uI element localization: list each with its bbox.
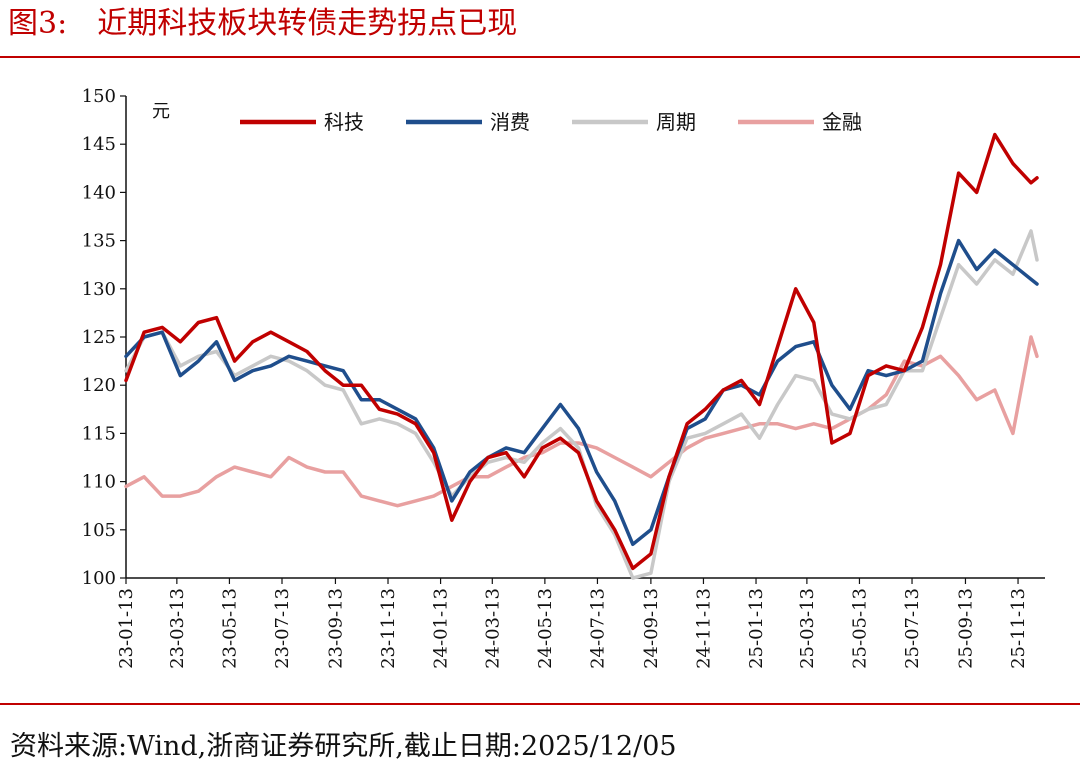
- y-tick-label: 100: [82, 568, 116, 589]
- source-rule: [0, 703, 1080, 705]
- x-tick-label: 25-07-13: [902, 588, 923, 669]
- legend-label: 周期: [656, 110, 696, 134]
- y-axis-unit-label: 元: [152, 101, 170, 122]
- y-tick-label: 110: [82, 472, 116, 493]
- figure-title: 图3: 近期科技板块转债走势拐点已现: [8, 2, 517, 46]
- x-tick-label: 25-05-13: [849, 588, 870, 669]
- x-tick-label: 25-11-13: [1008, 588, 1029, 669]
- series-layer: [124, 132, 1039, 580]
- legend-label: 消费: [490, 110, 530, 134]
- series-line-2: [124, 238, 1039, 547]
- legend: 科技 消费 周期 金融: [240, 110, 862, 134]
- y-tick-label: 130: [82, 279, 116, 300]
- y-tick-label: 140: [82, 182, 116, 203]
- y-tick-label: 115: [82, 423, 116, 444]
- figure-number: 图3:: [8, 6, 68, 41]
- x-tick-label: 23-09-13: [325, 588, 346, 669]
- legend-label: 科技: [324, 110, 364, 134]
- x-tick-label: 24-05-13: [535, 588, 556, 669]
- series-line-3: [124, 229, 1039, 580]
- x-axis: 23-01-13 23-03-13 23-05-13 23-07-13 23-09-13…: [116, 577, 1045, 669]
- y-tick-label: 145: [82, 134, 116, 155]
- x-tick-label: 25-03-13: [797, 588, 818, 669]
- y-tick-label: 150: [82, 86, 116, 107]
- x-tick-label: 23-05-13: [219, 588, 240, 669]
- series-line-4: [124, 335, 1039, 508]
- x-tick-label: 25-09-13: [955, 588, 976, 669]
- series-line-1: [124, 132, 1039, 571]
- y-axis: 100 105 110 115 120 125 130 135 140 145 150: [82, 86, 127, 589]
- y-tick-label: 105: [82, 520, 116, 541]
- x-tick-label: 25-01-13: [746, 588, 767, 669]
- x-tick-label: 24-09-13: [641, 588, 662, 669]
- x-tick-label: 23-07-13: [272, 588, 293, 669]
- x-tick-label: 23-01-13: [116, 588, 137, 669]
- legend-label: 金融: [822, 110, 862, 134]
- x-tick-label: 24-03-13: [482, 588, 503, 669]
- x-tick-label: 24-11-13: [693, 588, 714, 669]
- title-rule: [0, 56, 1080, 58]
- y-tick-label: 135: [82, 231, 116, 252]
- x-tick-label: 24-07-13: [587, 588, 608, 669]
- y-tick-label: 125: [82, 327, 116, 348]
- x-tick-label: 23-11-13: [378, 588, 399, 669]
- x-tick-label: 23-03-13: [167, 588, 188, 669]
- line-chart: 100 105 110 115 120 125 130 135 140 145 150 23-01-…: [82, 86, 1045, 669]
- y-tick-label: 120: [82, 375, 116, 396]
- source-note: 资料来源:Wind,浙商证券研究所,截止日期:2025/12/05: [10, 731, 677, 762]
- figure-title-text: 近期科技板块转债走势拐点已现: [97, 6, 518, 41]
- x-tick-label: 24-01-13: [431, 588, 452, 669]
